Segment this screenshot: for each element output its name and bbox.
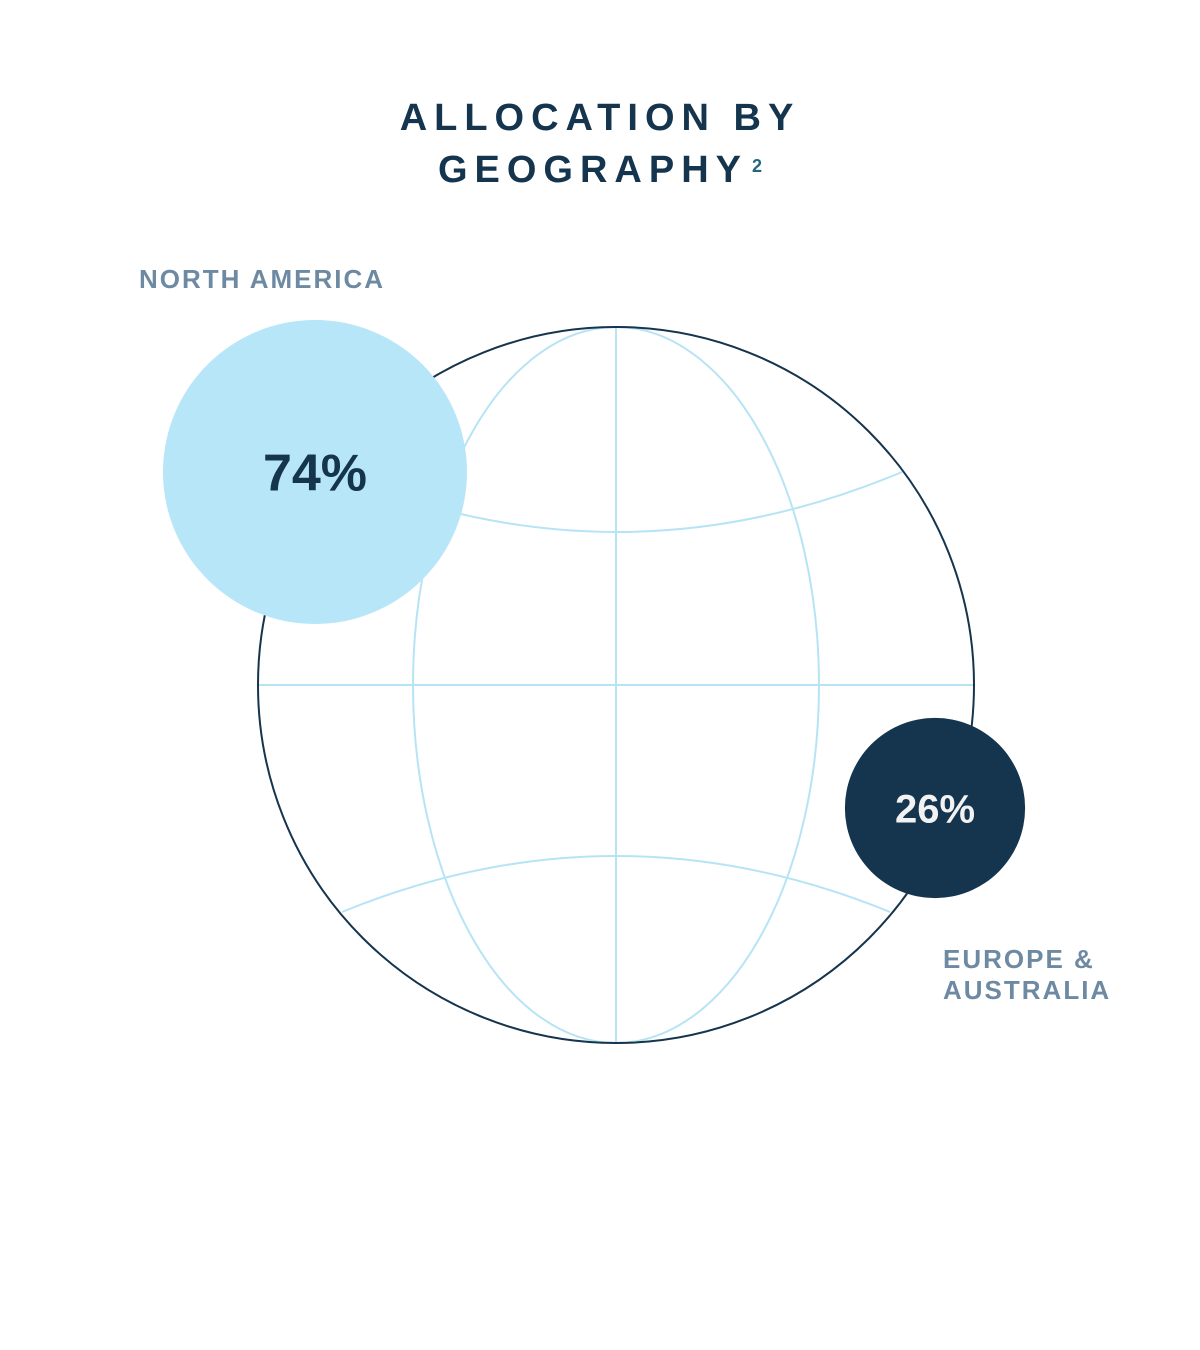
globe-outline [257, 326, 975, 1044]
europe-australia-label-line-1: EUROPE & [943, 944, 1095, 974]
north-america-label: NORTH AMERICA [139, 264, 386, 294]
chart-title-line-2-text: GEOGRAPHY [437, 149, 749, 191]
chart-title-line-1: ALLOCATION BY [399, 97, 801, 139]
europe-australia-label-line-2: AUSTRALIA [943, 975, 1112, 1005]
chart-title: ALLOCATION BY GEOGRAPHY 2 [0, 92, 1200, 196]
europe-australia-label: EUROPE & AUSTRALIA [943, 944, 1111, 1006]
europe-australia-value-label: 26% [895, 787, 975, 831]
north-america-bubble [163, 320, 467, 624]
footnote-marker: 2 [752, 156, 763, 176]
chart-title-line-2: GEOGRAPHY 2 [0, 144, 1200, 196]
globe-icon [257, 326, 975, 1044]
globe-lower-latitude [341, 855, 891, 913]
europe-australia-bubble [844, 717, 1026, 899]
north-america-value-label: 74% [263, 445, 367, 503]
bubbles: 74% 26% [163, 320, 1026, 899]
